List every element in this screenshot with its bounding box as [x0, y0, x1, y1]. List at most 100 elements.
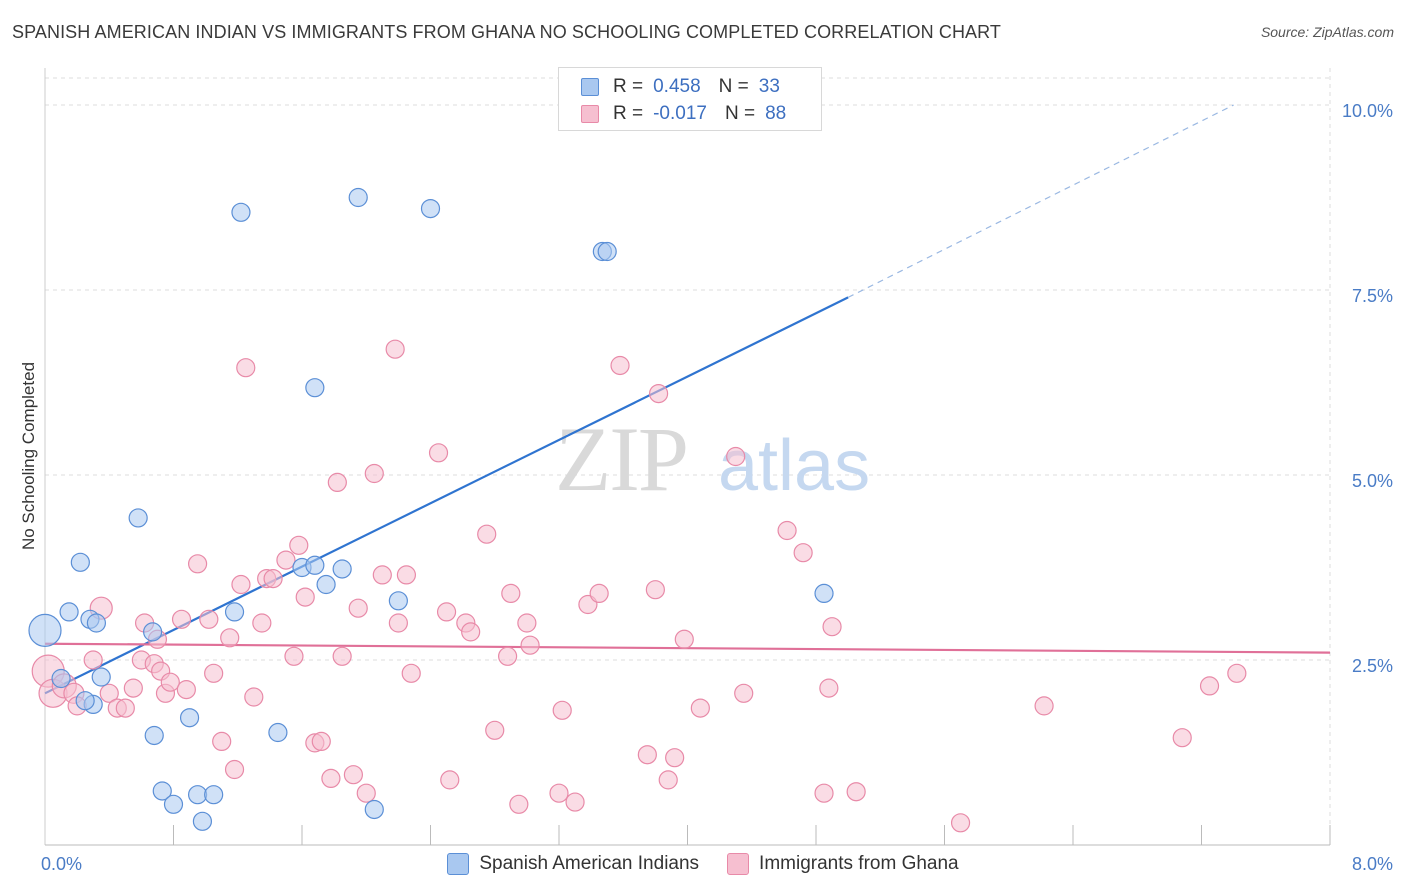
blue-point: [224, 602, 245, 622]
pink-point: [204, 663, 224, 683]
pink-point: [637, 745, 657, 765]
blue-point: [91, 667, 111, 687]
pink-point: [517, 613, 537, 633]
pink-point: [388, 613, 408, 633]
blue-point: [163, 794, 184, 814]
y-tick-label: 5.0%: [1352, 471, 1393, 491]
n-value: 33: [758, 76, 780, 97]
pink-swatch: [581, 105, 599, 123]
blue-point: [179, 708, 200, 728]
blue-point: [59, 602, 79, 622]
legend-row-blue: R = 0.458 N = 33: [581, 74, 780, 100]
axes: [44, 68, 1331, 846]
blue-point: [152, 781, 172, 801]
blue-point: [348, 187, 368, 208]
pink-point: [793, 543, 813, 563]
correlation-legend: R = 0.458 N = 33 R = -0.017 N = 88: [558, 67, 822, 131]
pink-point: [332, 646, 352, 666]
blue-point: [75, 691, 95, 711]
pink-point: [401, 663, 421, 683]
y-tick-label: 2.5%: [1352, 656, 1393, 676]
pink-point: [690, 698, 710, 718]
blue-point: [420, 199, 441, 219]
blue-point: [814, 583, 834, 604]
blue-swatch: [447, 853, 470, 875]
pink-point: [501, 583, 521, 604]
pink-point: [327, 472, 347, 492]
watermark-atlas: atlas: [718, 426, 870, 506]
pink-swatch: [727, 853, 750, 875]
pink-point: [321, 768, 341, 789]
pink-point: [348, 598, 368, 618]
blue-point: [187, 785, 208, 805]
blue-point: [51, 668, 71, 689]
pink-point: [726, 446, 746, 467]
pink-point: [509, 794, 529, 814]
pink-point: [115, 698, 135, 718]
legend-label: Immigrants from Ghana: [759, 853, 959, 874]
x-tick-label: 0.0%: [41, 854, 82, 874]
pink-point: [231, 574, 251, 595]
pink-point: [549, 783, 569, 803]
blue-point: [86, 613, 107, 633]
blue-point: [597, 241, 617, 262]
pink-point: [520, 635, 540, 655]
blue-point: [364, 799, 384, 820]
pink-point: [244, 687, 264, 707]
pink-point: [950, 813, 971, 833]
blue-point: [144, 725, 164, 746]
pink-point: [289, 535, 309, 555]
series-legend: Spanish American Indians Immigrants from…: [0, 850, 1406, 878]
pink-point: [311, 731, 331, 752]
pink-point: [176, 679, 196, 700]
pink-point: [295, 587, 315, 607]
pink-point: [396, 565, 417, 585]
tick-labels: 2.5% 5.0% 7.5% 10.0% 0.0% 8.0%: [41, 101, 1393, 874]
blue-point: [70, 552, 90, 572]
watermark-zip: ZIP: [555, 408, 687, 510]
pink-point: [1172, 728, 1192, 748]
pink-point: [485, 720, 505, 740]
pink-point: [364, 463, 384, 484]
pink-point: [552, 700, 572, 720]
blue-point: [388, 591, 408, 611]
pink-point: [565, 792, 585, 812]
pink-point: [356, 783, 376, 803]
pink-point: [212, 731, 232, 752]
pink-point: [385, 339, 405, 359]
r-value: 0.458: [653, 76, 701, 97]
blue-swatch: [581, 78, 599, 96]
legend-item-immigrants-from-ghana[interactable]: Immigrants from Ghana: [727, 853, 959, 875]
blue-point: [305, 378, 325, 398]
pink-point: [648, 384, 669, 404]
grid-lines: [45, 68, 1331, 845]
blue-point: [231, 202, 251, 222]
pink-point: [477, 524, 497, 544]
pink-point: [99, 683, 119, 703]
pink-point: [665, 748, 685, 768]
y-tick-label: 10.0%: [1342, 101, 1393, 121]
pink-point: [440, 770, 460, 790]
legend-item-spanish-american-indians[interactable]: Spanish American Indians: [447, 853, 699, 875]
pink-point: [819, 678, 839, 698]
n-label: N =: [724, 103, 756, 124]
y-tick-label: 7.5%: [1352, 286, 1393, 306]
pink-point: [658, 770, 678, 790]
blue-point: [268, 722, 288, 743]
pink-point: [263, 568, 283, 589]
data-points: [28, 187, 1247, 833]
pink-point: [589, 583, 609, 604]
pink-point: [461, 622, 481, 642]
pink-point: [372, 565, 392, 585]
source-label: Source: ZipAtlas.com: [1260, 24, 1394, 40]
y-axis-label: No Schooling Completed: [19, 362, 38, 550]
pink-point: [777, 520, 797, 541]
pink-point: [236, 358, 256, 378]
blue-point: [204, 785, 224, 805]
blue-point: [332, 559, 352, 579]
n-label: N =: [718, 76, 749, 97]
pink-point: [171, 609, 192, 629]
pink-point: [123, 678, 143, 698]
pink-point: [1034, 696, 1054, 716]
